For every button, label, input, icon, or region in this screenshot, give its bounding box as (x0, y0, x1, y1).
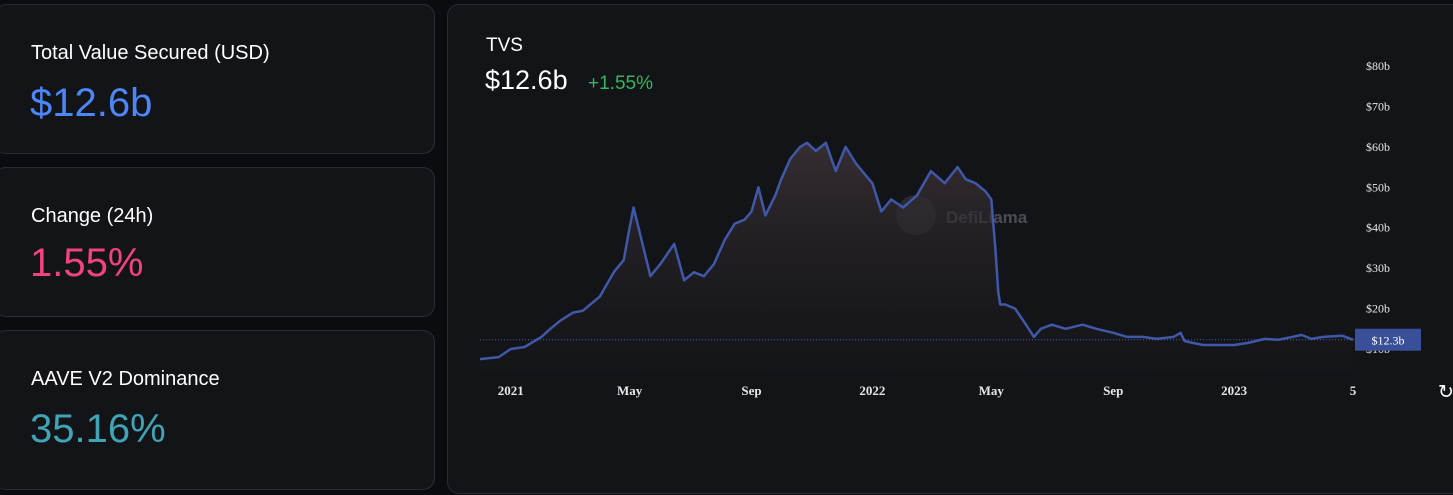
dominance-stat-label: AAVE V2 Dominance (31, 368, 220, 390)
x-tick-label: 2021 (498, 383, 524, 398)
x-tick-label: 2023 (1221, 383, 1248, 398)
tvs-chart[interactable]: DefiLlama $10b$20b$30b$40b$50b$60b$70b$8… (448, 5, 1453, 495)
tvs-series-line (479, 141, 1354, 361)
x-tick-label: Sep (1103, 383, 1123, 398)
x-tick-label: May (617, 383, 643, 398)
y-tick-label: $30b (1366, 261, 1390, 275)
tvs-area (480, 142, 1353, 371)
last-value-label: $12.3b (1372, 334, 1405, 348)
chart-change-percent: +1.55% (588, 73, 653, 94)
y-tick-label: $80b (1366, 59, 1390, 73)
y-tick-label: $20b (1366, 302, 1390, 316)
change-stat-card: Change (24h) 1.55% (0, 167, 435, 317)
dominance-stat-card: AAVE V2 Dominance 35.16% (0, 330, 435, 490)
chart-current-value: $12.6b (485, 65, 568, 95)
y-tick-label: $50b (1366, 180, 1390, 194)
change-stat-label: Change (24h) (31, 205, 154, 227)
x-tick-label: Sep (741, 383, 761, 398)
tvs-stat-label: Total Value Secured (USD) (31, 42, 270, 64)
y-tick-label: $70b (1366, 99, 1390, 113)
change-stat-value: 1.55% (30, 241, 144, 285)
refresh-icon[interactable]: ↻ (1438, 382, 1453, 403)
x-tick-label: May (979, 383, 1005, 398)
x-tick-label: 5 (1350, 383, 1357, 398)
tvs-chart-card: DefiLlama $10b$20b$30b$40b$50b$60b$70b$8… (447, 4, 1453, 494)
y-tick-label: $60b (1366, 140, 1390, 154)
last-value-badge (1355, 328, 1421, 351)
tvs-stat-value: $12.6b (30, 81, 153, 125)
chart-title: TVS (486, 35, 523, 56)
dominance-stat-value: 35.16% (30, 407, 166, 451)
y-tick-label: $40b (1366, 221, 1390, 235)
tvs-stat-card: Total Value Secured (USD) $12.6b (0, 4, 435, 154)
x-tick-label: 2022 (859, 383, 885, 398)
